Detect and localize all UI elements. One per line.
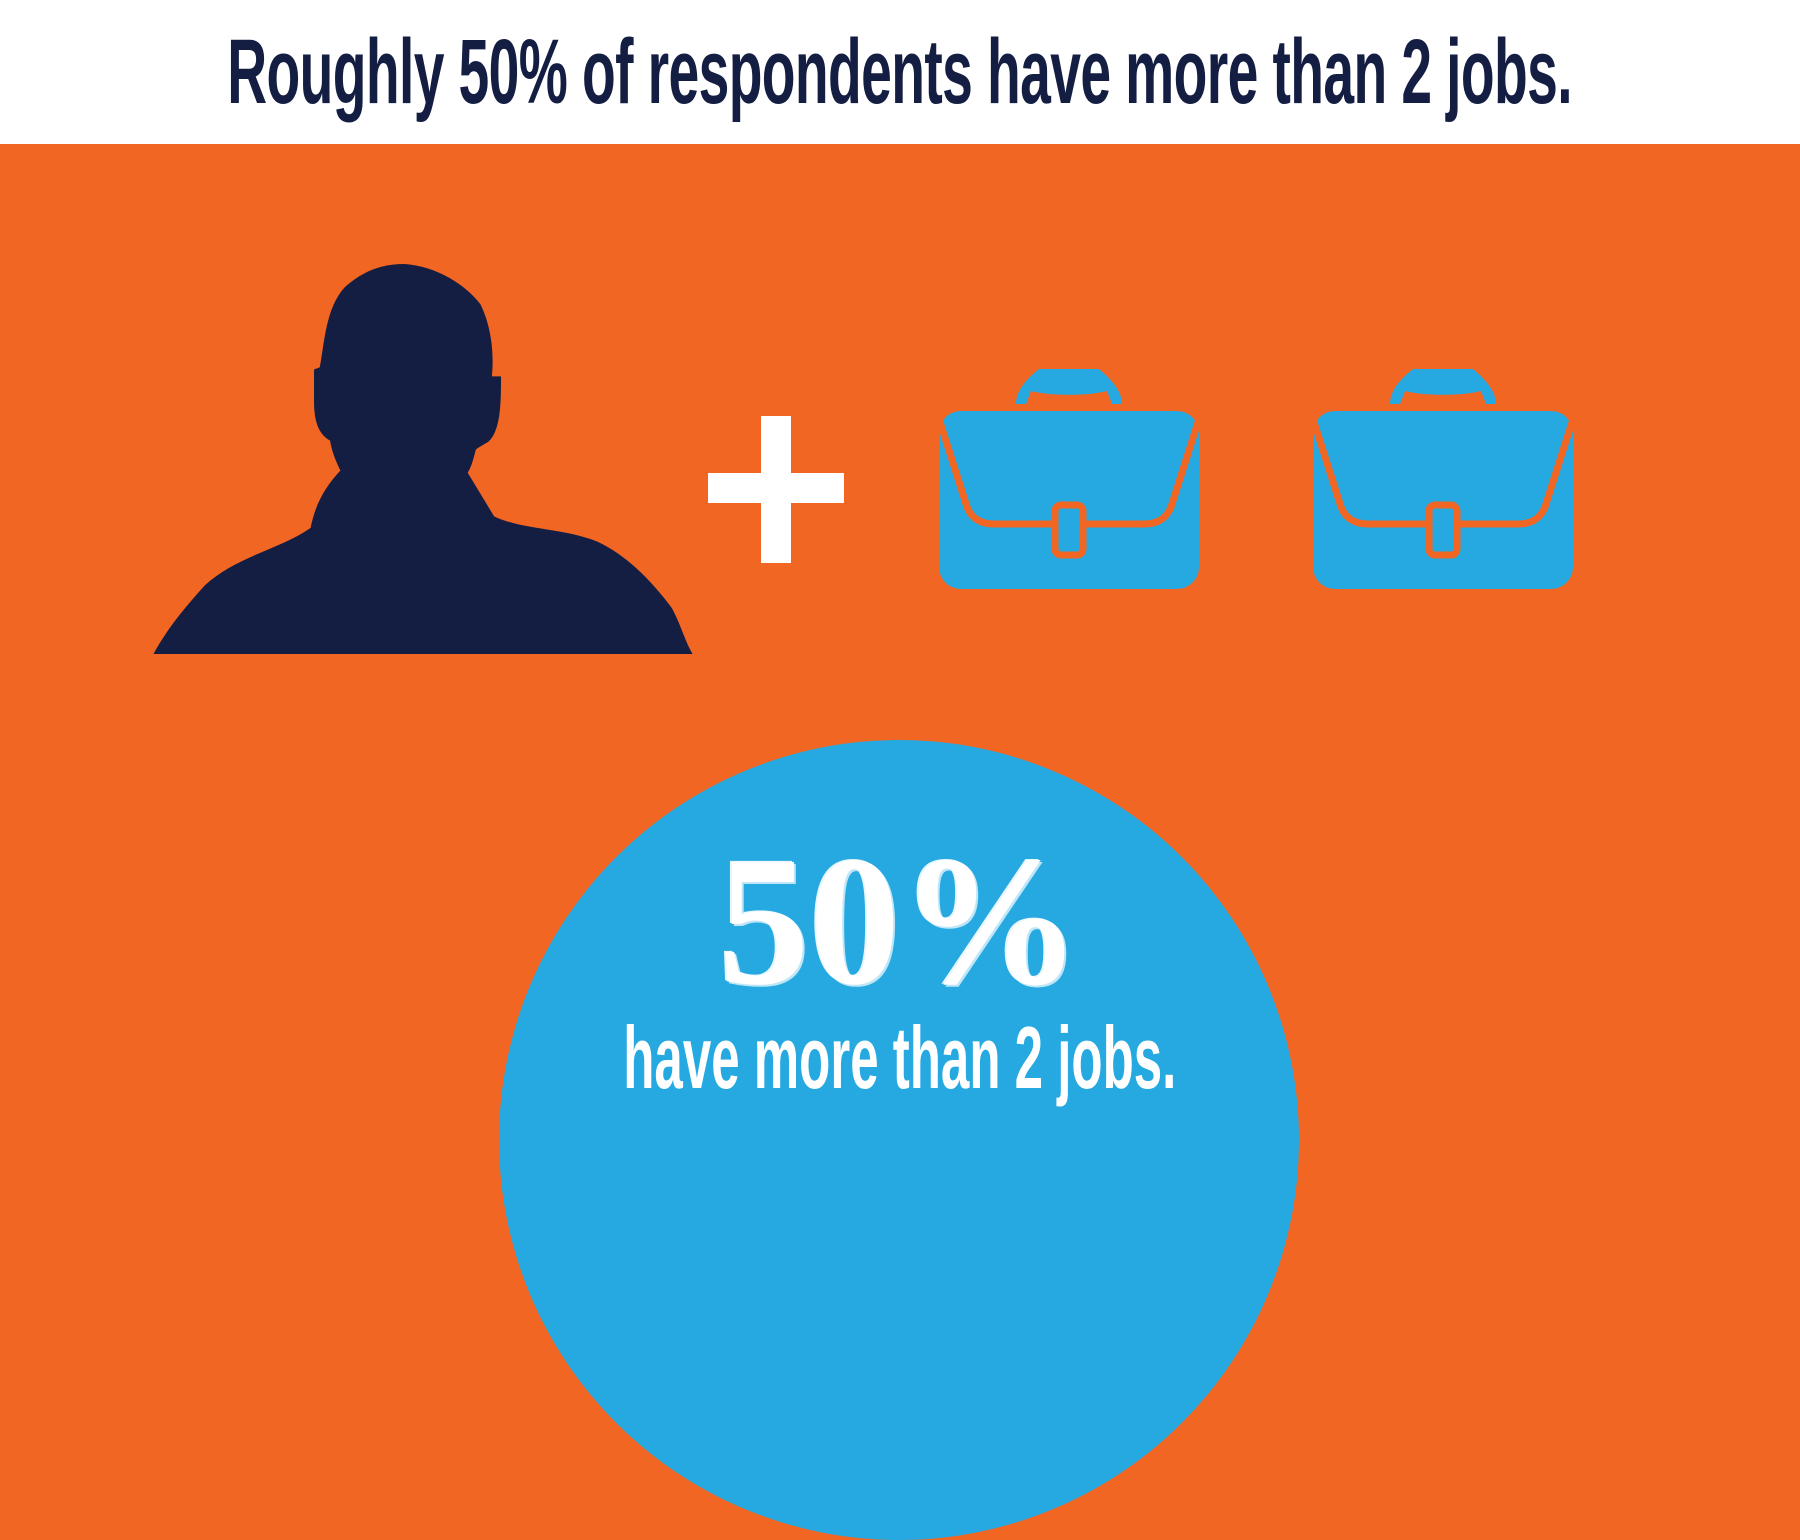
briefcase-icon (935, 369, 1203, 589)
person-silhouette-icon (153, 264, 693, 654)
briefcase-icon (1309, 369, 1577, 589)
header-band (0, 0, 1800, 144)
plus-icon (708, 416, 844, 563)
stat-value-wrap: 50% (0, 819, 1800, 1024)
stat-caption: have more than 2 jobs. (623, 1008, 1177, 1107)
stat-caption-wrap: have more than 2 jobs. (0, 1012, 1800, 1104)
page-title: Roughly 50% of respondents have more tha… (227, 21, 1573, 123)
stat-value: 50% (718, 819, 1082, 1024)
page-title-wrap: Roughly 50% of respondents have more tha… (0, 0, 1800, 144)
